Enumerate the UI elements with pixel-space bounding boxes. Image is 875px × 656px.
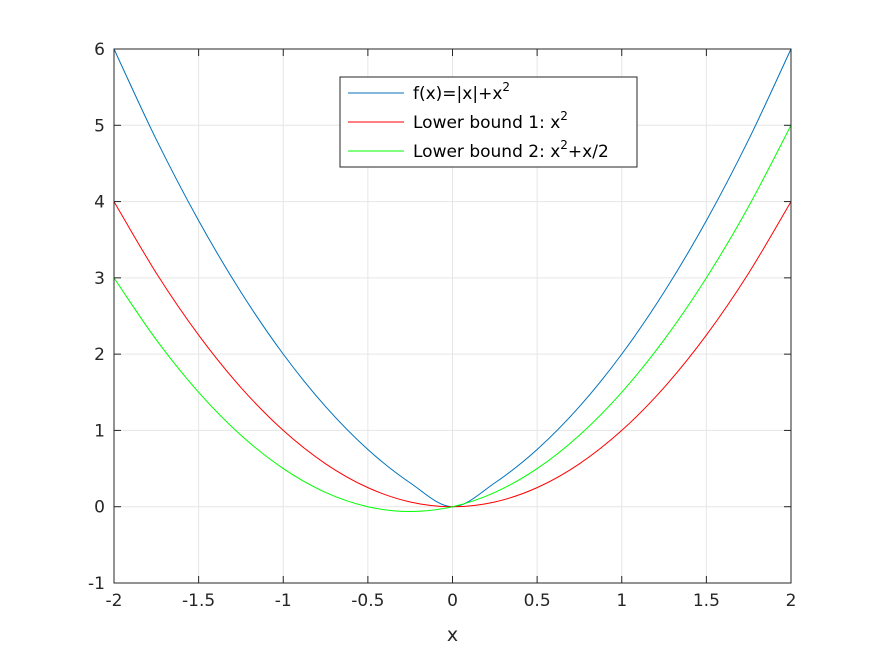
x-tick-label: -2 (106, 591, 123, 611)
x-tick-label: 1.5 (693, 591, 720, 611)
legend-label-3: Lower bound 2: x2+x/2 (413, 138, 609, 162)
series-lines (113, 48, 792, 512)
x-tick-label: -0.5 (351, 591, 384, 611)
y-tick-labels: -1 0 1 2 3 4 5 6 (88, 40, 105, 594)
series-line-3 (113, 125, 792, 512)
axis-ticks (113, 48, 792, 584)
legend: f(x)=|x|+x2 Lower bound 1: x2 Lower bound … (339, 76, 638, 168)
y-tick-label: 4 (94, 193, 105, 213)
x-tick-label: -1.5 (182, 591, 215, 611)
y-tick-label: -1 (88, 574, 105, 594)
y-tick-label: 5 (94, 116, 105, 136)
x-tick-label: 1 (616, 591, 627, 611)
y-tick-label: 1 (94, 421, 105, 441)
y-tick-label: 6 (94, 40, 105, 60)
y-tick-label: 3 (94, 269, 105, 289)
legend-label-1: f(x)=|x|+x2 (413, 80, 510, 104)
legend-label-2: Lower bound 1: x2 (413, 109, 568, 133)
x-tick-label: -1 (275, 591, 292, 611)
x-tick-labels: -2 -1.5 -1 -0.5 0 0.5 1 1.5 2 (106, 591, 797, 611)
x-tick-label: 2 (786, 591, 797, 611)
x-axis-title: x (447, 624, 458, 646)
x-tick-label: 0.5 (524, 591, 551, 611)
y-tick-label: 2 (94, 345, 105, 365)
y-tick-label: 0 (94, 498, 105, 518)
x-tick-label: 0 (447, 591, 458, 611)
